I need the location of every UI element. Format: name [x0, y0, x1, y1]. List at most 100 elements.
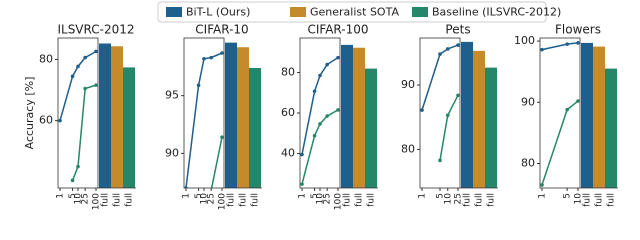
series-point: [70, 74, 75, 79]
series-point: [196, 83, 201, 88]
x-tick-label: 1: [298, 193, 308, 199]
x-tick-label: 25: [323, 193, 333, 204]
panel-title: Pets: [445, 23, 470, 37]
series-point: [325, 114, 329, 118]
series-line: [185, 52, 223, 188]
series-line: [210, 137, 223, 188]
bar: [123, 67, 135, 188]
series-point: [83, 55, 87, 60]
bar: [365, 68, 377, 188]
x-tick-label: 10: [443, 193, 453, 205]
series-point: [445, 113, 450, 118]
bar: [353, 47, 365, 188]
bar: [249, 68, 261, 188]
bar-label: full: [583, 193, 593, 207]
series-point: [58, 118, 62, 123]
bar-label: full: [607, 193, 617, 207]
series-point: [540, 47, 544, 52]
x-tick-label: 100: [92, 193, 102, 210]
y-tick-label: 90: [521, 95, 535, 108]
y-tick-label: 100: [514, 34, 535, 47]
series-point: [456, 43, 460, 47]
x-tick-label: 25: [81, 193, 91, 204]
x-tick-label: 10: [200, 193, 210, 205]
y-tick-label: 95: [165, 89, 179, 102]
bar-label: full: [367, 193, 377, 207]
series-point: [576, 41, 580, 45]
panel-title: ILSVRC-2012: [57, 23, 134, 37]
bar-label: full: [239, 193, 249, 207]
series-point: [202, 56, 206, 61]
bar: [485, 67, 497, 188]
y-axis-label: Accuracy [%]: [23, 77, 36, 150]
y-tick-label: 80: [521, 157, 535, 170]
line-axes: [539, 37, 581, 189]
bar: [473, 50, 485, 188]
bar-label: full: [113, 193, 123, 207]
series-point: [94, 49, 98, 54]
legend-label: Generalist SOTA: [310, 6, 399, 19]
series-point: [94, 83, 98, 87]
series-point: [76, 64, 80, 69]
bar: [605, 68, 617, 188]
bar-label: full: [227, 193, 237, 207]
panel-title: CIFAR-10: [195, 23, 248, 37]
series-line: [541, 100, 579, 186]
series-point: [300, 152, 304, 157]
series-line: [421, 44, 459, 111]
series-point: [318, 122, 322, 126]
series-point: [336, 108, 340, 112]
series-point: [220, 135, 224, 140]
x-tick-label: 5: [563, 193, 573, 199]
x-tick-label: 10: [316, 193, 326, 205]
series-point: [445, 47, 450, 51]
x-tick-label: 5: [310, 193, 320, 199]
legend-swatch: [412, 7, 428, 17]
bar: [111, 46, 123, 188]
series-point: [83, 86, 87, 91]
series-point: [70, 178, 75, 183]
series-point: [325, 62, 329, 67]
x-tick-label: 100: [334, 193, 344, 210]
line-axes: [183, 37, 225, 189]
bar-label: full: [355, 193, 365, 207]
line-axes: [299, 37, 341, 189]
x-tick-label: 1: [418, 193, 428, 199]
bar-label: full: [251, 193, 261, 207]
x-tick-label: 100: [218, 193, 228, 210]
bar-label: full: [487, 193, 497, 207]
legend-swatch: [166, 7, 182, 17]
bar: [461, 41, 473, 188]
series-point: [540, 183, 544, 187]
bar-label: full: [463, 193, 473, 207]
series-line: [541, 42, 579, 51]
x-tick-label: 1: [538, 193, 548, 199]
series-point: [312, 133, 317, 138]
bar-label: full: [125, 193, 135, 207]
bar: [593, 46, 605, 188]
y-tick-label: 60: [39, 114, 53, 127]
x-tick-label: 1: [182, 193, 192, 199]
series-point: [565, 107, 569, 112]
series-point: [209, 55, 213, 60]
series-line: [301, 109, 339, 185]
panel-title: Flowers: [555, 23, 601, 37]
bar: [341, 44, 353, 188]
x-tick-label: 5: [68, 193, 78, 199]
panel-title: CIFAR-100: [307, 23, 368, 37]
bar: [99, 43, 111, 188]
bar-label: full: [475, 193, 485, 207]
series-point: [312, 89, 317, 94]
figure: Accuracy [%] BiT-L (Ours) Generalist SOTA…: [23, 1, 618, 210]
x-tick-label: 25: [207, 193, 217, 204]
bar: [225, 42, 237, 188]
x-tick-label: 10: [74, 193, 84, 205]
series-point: [336, 55, 340, 60]
y-tick-label: 80: [39, 52, 53, 65]
y-tick-label: 40: [281, 147, 295, 160]
series-point: [300, 182, 304, 186]
series-point: [76, 164, 80, 169]
series-line: [301, 57, 339, 155]
y-tick-label: 90: [401, 78, 415, 91]
x-tick-label: 5: [194, 193, 204, 199]
